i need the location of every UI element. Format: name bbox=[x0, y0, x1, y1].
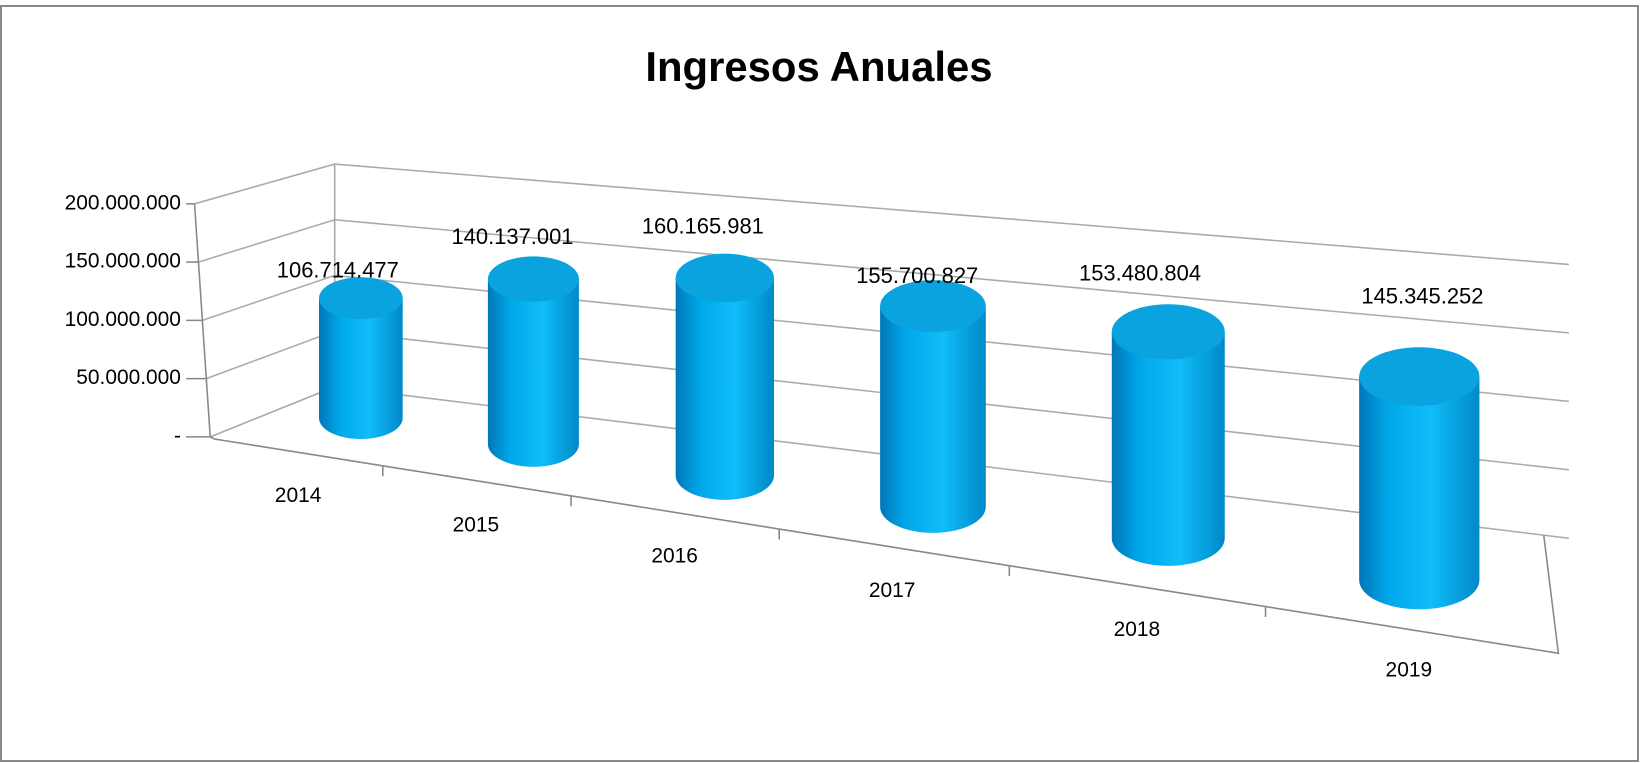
data-label: 153.480.804 bbox=[1079, 261, 1201, 286]
cylinder bbox=[1111, 304, 1225, 566]
y-tick-label: 100.000.000 bbox=[65, 308, 181, 331]
cylinder-top bbox=[318, 277, 403, 320]
data-label: 145.345.252 bbox=[1361, 284, 1483, 309]
cylinder-top bbox=[1111, 304, 1225, 360]
cylinder bbox=[318, 277, 403, 439]
cylinder-body bbox=[675, 277, 774, 500]
cylinder bbox=[880, 280, 986, 533]
cylinder-top bbox=[487, 256, 579, 302]
y-tick-label: 50.000.000 bbox=[76, 366, 181, 389]
cylinder-top bbox=[1359, 347, 1480, 406]
cylinder-top bbox=[880, 280, 986, 333]
cylinder bbox=[675, 253, 774, 500]
cylinder-body bbox=[1111, 331, 1225, 566]
y-tick-label: 150.000.000 bbox=[65, 250, 181, 273]
chart-title: Ingresos Anuales bbox=[645, 43, 992, 90]
cylinder-body bbox=[880, 306, 986, 533]
y-tick-label: 200.000.000 bbox=[65, 191, 181, 214]
x-tick-label: 2017 bbox=[869, 579, 916, 602]
x-tick-label: 2018 bbox=[1114, 618, 1161, 641]
x-tick-label: 2014 bbox=[275, 484, 322, 507]
x-tick-label: 2016 bbox=[651, 545, 698, 568]
y-tick-label: - bbox=[174, 424, 181, 447]
data-label: 160.165.981 bbox=[642, 214, 764, 239]
cylinder bbox=[487, 256, 579, 467]
data-label: 140.137.001 bbox=[451, 224, 573, 249]
data-label: 106.714.477 bbox=[277, 258, 399, 283]
floor bbox=[209, 436, 1560, 655]
cylinder bbox=[1359, 347, 1480, 610]
cylinder-body bbox=[487, 278, 579, 467]
data-label: 155.700.827 bbox=[856, 263, 978, 288]
cylinder-top bbox=[675, 253, 774, 303]
cylinder-body bbox=[1359, 376, 1480, 610]
x-tick-label: 2015 bbox=[453, 513, 500, 536]
plot: Ingresos Anuales - 50.000.000 100.000.000 1… bbox=[65, 43, 1569, 682]
x-tick-label: 2019 bbox=[1386, 659, 1433, 682]
cylinder-body bbox=[318, 298, 403, 439]
y-axis bbox=[193, 203, 212, 437]
